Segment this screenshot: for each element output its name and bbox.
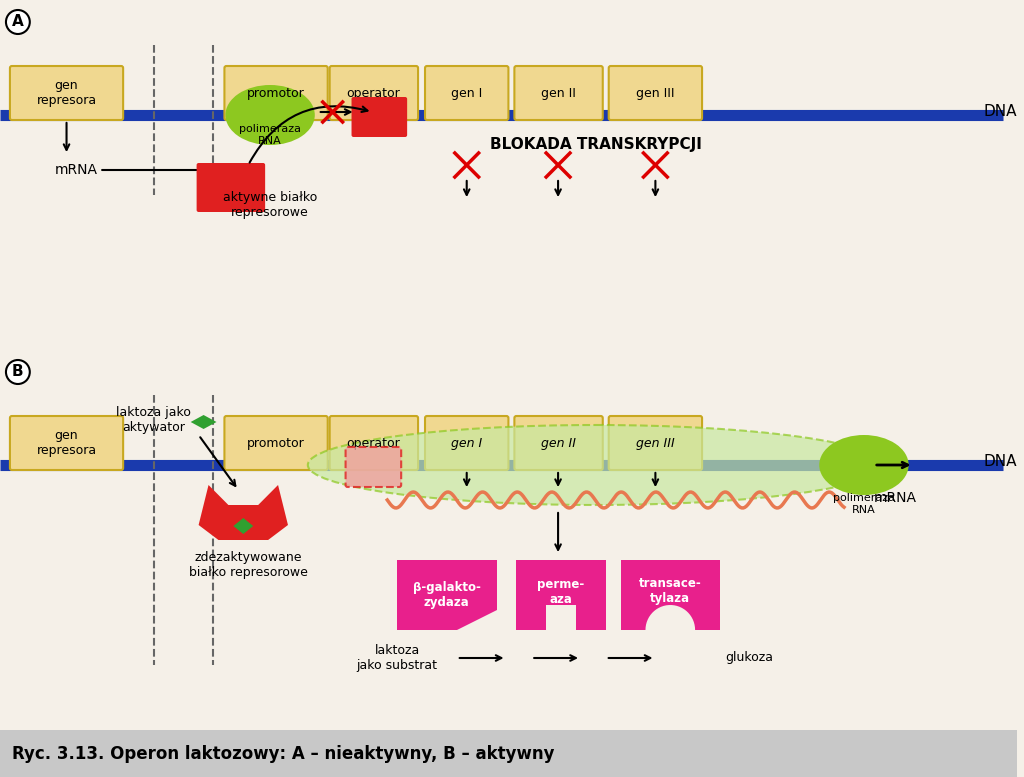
Circle shape	[6, 360, 30, 384]
FancyBboxPatch shape	[514, 66, 603, 120]
FancyBboxPatch shape	[608, 416, 702, 470]
Bar	[621, 560, 720, 630]
Polygon shape	[645, 605, 695, 630]
Bar	[0, 730, 1017, 777]
FancyBboxPatch shape	[351, 97, 408, 137]
Polygon shape	[199, 485, 288, 540]
Text: A: A	[12, 15, 24, 30]
Text: aktywne białko
represorowe: aktywne białko represorowe	[223, 191, 317, 219]
FancyBboxPatch shape	[224, 416, 328, 470]
Text: laktoza jako
aktywator: laktoza jako aktywator	[117, 406, 191, 434]
Polygon shape	[457, 610, 497, 630]
Text: mRNA: mRNA	[54, 163, 97, 177]
Text: DNA: DNA	[983, 104, 1017, 120]
Text: gen III: gen III	[636, 86, 675, 99]
Text: gen I: gen I	[452, 437, 482, 450]
Text: operator: operator	[346, 437, 400, 450]
FancyBboxPatch shape	[514, 416, 603, 470]
Text: glukoza: glukoza	[725, 651, 773, 664]
Text: β-galakto-
zydaza: β-galakto- zydaza	[413, 581, 481, 609]
Text: perme-
aza: perme- aza	[538, 578, 585, 606]
Text: promotor: promotor	[247, 86, 305, 99]
FancyBboxPatch shape	[425, 66, 509, 120]
Text: zdezaktywowane
białko represorowe: zdezaktywowane białko represorowe	[188, 551, 307, 579]
FancyBboxPatch shape	[10, 66, 123, 120]
Text: gen
represora: gen represora	[37, 429, 96, 457]
FancyBboxPatch shape	[330, 66, 418, 120]
Text: polimeraza
RNA: polimeraza RNA	[833, 493, 895, 514]
Ellipse shape	[225, 85, 314, 145]
FancyBboxPatch shape	[10, 416, 123, 470]
Text: operator: operator	[346, 86, 400, 99]
FancyBboxPatch shape	[330, 416, 418, 470]
Text: Ryc. 3.13. Operon laktozowy: A – nieaktywny, B – aktywny: Ryc. 3.13. Operon laktozowy: A – nieakty…	[12, 745, 554, 763]
Text: laktoza
jako substrat: laktoza jako substrat	[356, 644, 437, 672]
Text: BLOKADA TRANSKRYPCJI: BLOKADA TRANSKRYPCJI	[489, 138, 701, 152]
Polygon shape	[190, 415, 216, 429]
FancyBboxPatch shape	[224, 66, 328, 120]
Text: polimeraza
RNA: polimeraza RNA	[239, 124, 301, 146]
Text: transace-
tylaza: transace- tylaza	[639, 577, 701, 605]
Bar	[397, 560, 497, 630]
Text: gen
represora: gen represora	[37, 79, 96, 107]
Text: gen III: gen III	[636, 437, 675, 450]
Text: B: B	[12, 364, 24, 379]
Text: gen II: gen II	[541, 86, 575, 99]
Polygon shape	[546, 605, 575, 630]
FancyBboxPatch shape	[425, 416, 509, 470]
FancyBboxPatch shape	[197, 163, 265, 212]
Polygon shape	[233, 518, 253, 534]
Bar	[516, 560, 606, 630]
FancyBboxPatch shape	[608, 66, 702, 120]
Text: promotor: promotor	[247, 437, 305, 450]
Text: gen II: gen II	[541, 437, 575, 450]
Text: DNA: DNA	[983, 455, 1017, 469]
Text: mRNA: mRNA	[873, 491, 916, 505]
Ellipse shape	[819, 435, 908, 495]
Ellipse shape	[308, 425, 884, 505]
FancyBboxPatch shape	[345, 447, 401, 487]
Text: gen I: gen I	[452, 86, 482, 99]
Circle shape	[6, 10, 30, 34]
